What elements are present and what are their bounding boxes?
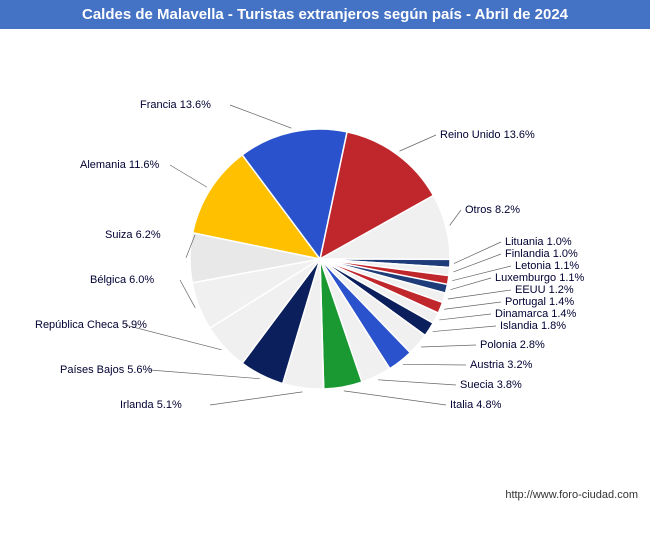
slice-label: Polonia 2.8% [480,339,545,351]
slice-label: República Checa 5.9% [35,319,147,331]
leader-line [344,391,446,405]
leader-line [448,290,511,299]
slice-label: Alemania 11.6% [80,159,159,171]
slice-label: Italia 4.8% [450,399,501,411]
leader-line [421,345,476,347]
leader-line [439,314,491,320]
slice-label: Suiza 6.2% [105,229,161,241]
slice-label: Reino Unido 13.6% [440,129,535,141]
slice-label: Austria 3.2% [470,359,532,371]
leader-line [433,326,496,332]
slice-label: Bélgica 6.0% [90,274,154,286]
slice-label: Finlandia 1.0% [505,248,578,260]
chart-title: Caldes de Malavella - Turistas extranjer… [0,0,650,29]
slice-label: Luxemburgo 1.1% [495,272,584,284]
leader-line [444,302,501,309]
chart-area: Reino Unido 13.6% Otros 8.2% Lituania 1.0%… [0,29,650,509]
slice-label: Dinamarca 1.4% [495,308,576,320]
leader-line [210,392,302,405]
slice-label: Países Bajos 5.6% [60,364,152,376]
leader-line [454,242,501,264]
leader-line [170,165,207,187]
leader-line [399,135,436,151]
slice-label: Portugal 1.4% [505,296,574,308]
leader-line [453,254,501,272]
slice-label: Francia 13.6% [140,99,211,111]
leader-line [450,210,461,225]
slice-label: Islandia 1.8% [500,320,566,332]
slice-label: Letonia 1.1% [515,260,579,272]
slice-label: EEUU 1.2% [515,284,574,296]
leader-line [150,370,260,379]
footer-url: http://www.foro-ciudad.com [505,489,638,501]
leader-line [403,364,466,365]
slice-label: Lituania 1.0% [505,236,572,248]
slice-label: Otros 8.2% [465,204,520,216]
leader-line [378,380,456,385]
slice-label: Suecia 3.8% [460,379,522,391]
slice-label: Irlanda 5.1% [120,399,182,411]
leader-line [230,105,291,128]
